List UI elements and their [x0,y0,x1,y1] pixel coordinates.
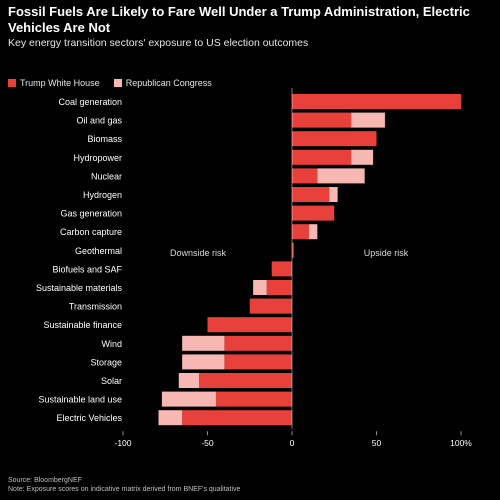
bar-congress-storage [182,354,225,370]
category-label-electric-vehicles: Electric Vehicles [56,413,122,423]
category-label-biofuels-and-saf: Biofuels and SAF [52,264,122,274]
bar-trump-biofuels-and-saf [271,261,292,277]
x-tick-label-4: 100% [450,438,472,448]
chart-subtitle: Key energy transition sectors' exposure … [8,37,309,49]
legend-label-congress: Republican Congress [125,78,212,88]
category-label-transmission: Transmission [69,302,122,312]
bar-trump-sustainable-finance [207,317,292,333]
bar-trump-geothermal [292,242,294,258]
bar-congress-nuclear [317,168,365,184]
category-label-solar: Solar [101,376,122,386]
legend: Trump White House Republican Congress [8,78,212,88]
bar-trump-nuclear [292,168,318,184]
category-label-sustainable-finance: Sustainable finance [43,320,122,330]
category-label-sustainable-materials: Sustainable materials [36,283,123,293]
annotation-upside-risk: Upside risk [364,248,409,258]
category-label-oil-and-gas: Oil and gas [76,116,122,126]
legend-label-trump: Trump White House [20,78,100,88]
x-tick-label-0: -100 [114,438,131,448]
note-text: Note: Exposure scores on indicative matr… [8,486,241,493]
bar-trump-sustainable-land-use [215,391,292,407]
footer: Source: BloombergNEF Note: Exposure scor… [8,476,240,494]
category-label-hydrogen: Hydrogen [83,190,122,200]
bar-congress-hydropower [351,149,374,165]
x-tick-label-3: 50 [372,438,382,448]
bar-trump-sustainable-materials [266,280,292,295]
bar-trump-carbon-capture [292,224,309,240]
bar-trump-wind [224,335,292,351]
bar-congress-hydrogen [329,187,338,202]
bar-trump-storage [224,354,292,370]
bar-congress-sustainable-land-use [161,391,216,407]
legend-swatch-congress [113,79,122,87]
category-label-nuclear: Nuclear [91,171,122,181]
category-label-coal-generation: Coal generation [58,97,122,107]
bar-congress-oil-and-gas [351,112,385,128]
bar-trump-coal-generation [292,94,461,109]
category-label-gas-generation: Gas generation [60,209,122,219]
bar-trump-transmission [249,298,292,314]
bar-congress-wind [182,335,225,351]
bar-congress-solar [178,373,200,388]
category-label-hydropower: Hydropower [73,153,122,163]
category-label-geothermal: Geothermal [75,246,122,256]
bar-trump-electric-vehicles [182,410,292,426]
source-text: Source: BloombergNEF [8,477,82,484]
bar-chart: Coal generation Oil and gas Biomass Hydropo… [36,88,472,448]
bar-congress-sustainable-materials [253,280,267,295]
chart-title: Fossil Fuels Are Likely to Fare Well Und… [8,4,470,35]
category-label-carbon-capture: Carbon capture [60,227,122,237]
bar-trump-oil-and-gas [292,112,352,128]
x-tick-label-2: 0 [290,438,295,448]
category-label-sustainable-land-use: Sustainable land use [38,395,122,405]
legend-swatch-trump [8,79,16,87]
legend-item-trump: Trump White House [8,78,100,88]
bar-trump-biomass [292,131,377,147]
category-label-wind: Wind [101,339,122,349]
bar-trump-gas-generation [292,205,335,221]
x-tick-label-1: -50 [201,438,214,448]
bar-trump-solar [199,373,292,388]
bar-trump-hydropower [292,149,352,165]
category-label-storage: Storage [90,357,122,367]
annotation-downside-risk: Downside risk [170,248,227,258]
legend-item-congress: Republican Congress [113,78,212,88]
category-label-biomass: Biomass [87,134,122,144]
bar-trump-hydrogen [292,187,330,202]
bar-congress-electric-vehicles [158,410,183,426]
bar-congress-carbon-capture [308,224,318,240]
